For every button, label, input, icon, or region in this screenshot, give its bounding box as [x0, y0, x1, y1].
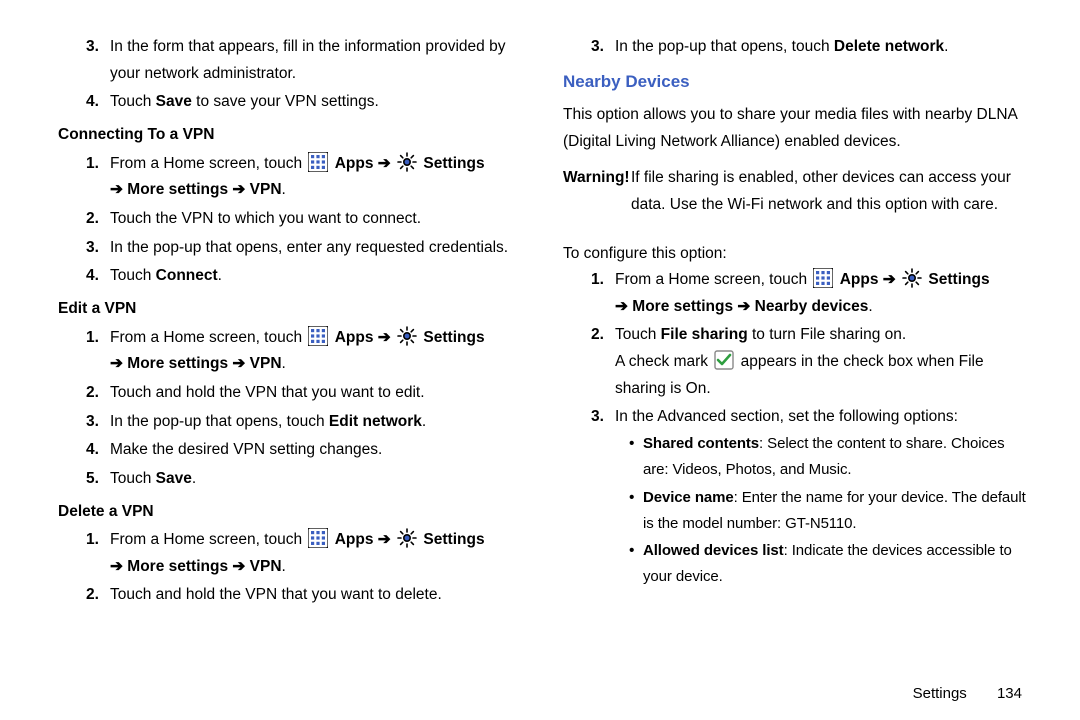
list-item: 1. From a Home screen, touch Apps ➔ Sett…	[58, 527, 525, 580]
bullet-item: • Shared contents: Select the content to…	[615, 431, 1030, 483]
bullet-icon: •	[629, 485, 643, 537]
step-text: In the pop-up that opens, touch Delete n…	[615, 34, 1030, 61]
step-text: Make the desired VPN setting changes.	[110, 437, 525, 464]
list-item: 3. In the form that appears, fill in the…	[58, 34, 525, 87]
apps-icon	[308, 528, 328, 548]
step-number: 5.	[84, 466, 110, 493]
arrow-icon: ➔	[883, 271, 896, 288]
list-item: 3. In the pop-up that opens, touch Edit …	[58, 409, 525, 436]
warning-label: Warning!	[563, 165, 631, 218]
step-number: 2.	[589, 322, 615, 402]
bullet-text: Device name: Enter the name for your dev…	[643, 485, 1030, 537]
gear-icon	[397, 528, 417, 548]
step-text: Touch and hold the VPN that you want to …	[110, 582, 525, 609]
list-item: 2. Touch File sharing to turn File shari…	[563, 322, 1030, 402]
step-number: 4.	[84, 437, 110, 464]
gear-icon	[397, 152, 417, 172]
subheading-delete: Delete a VPN	[58, 499, 525, 526]
step-number: 2.	[84, 582, 110, 609]
list-item: 1. From a Home screen, touch Apps ➔ Sett…	[58, 325, 525, 378]
step-number: 3.	[84, 409, 110, 436]
step-text: Touch Save to save your VPN settings.	[110, 89, 525, 116]
list-item: 4. Touch Connect.	[58, 263, 525, 290]
checkmark-icon	[714, 350, 734, 370]
warning-text: If file sharing is enabled, other device…	[631, 165, 1030, 218]
list-item: 3. In the pop-up that opens, enter any r…	[58, 235, 525, 262]
step-number: 3.	[589, 34, 615, 61]
apps-icon	[813, 268, 833, 288]
step-number: 4.	[84, 263, 110, 290]
step-text: In the pop-up that opens, enter any requ…	[110, 235, 525, 262]
list-item: 4. Touch Save to save your VPN settings.	[58, 89, 525, 116]
step-text: In the form that appears, fill in the in…	[110, 34, 525, 87]
step-number: 3.	[84, 235, 110, 262]
warning-block: Warning! If file sharing is enabled, oth…	[563, 165, 1030, 218]
step-number: 1.	[84, 325, 110, 378]
apps-icon	[308, 326, 328, 346]
list-item: 2. Touch and hold the VPN that you want …	[58, 582, 525, 609]
manual-page: 3. In the form that appears, fill in the…	[0, 0, 1080, 621]
gear-icon	[902, 268, 922, 288]
bullet-item: • Allowed devices list: Indicate the dev…	[615, 538, 1030, 590]
step-text: From a Home screen, touch Apps ➔ Setting…	[615, 267, 1030, 320]
bullet-text: Allowed devices list: Indicate the devic…	[643, 538, 1030, 590]
section-heading-nearby: Nearby Devices	[563, 67, 1030, 96]
list-item: 2. Touch and hold the VPN that you want …	[58, 380, 525, 407]
subheading-connecting: Connecting To a VPN	[58, 122, 525, 149]
list-item: 4. Make the desired VPN setting changes.	[58, 437, 525, 464]
page-footer: Settings 134	[913, 685, 1022, 702]
paragraph: This option allows you to share your med…	[563, 102, 1030, 155]
step-text: From a Home screen, touch Apps ➔ Setting…	[110, 151, 525, 204]
step-number: 4.	[84, 89, 110, 116]
footer-section: Settings	[913, 685, 967, 702]
step-text: In the Advanced section, set the followi…	[615, 404, 1030, 591]
step-text: Touch the VPN to which you want to conne…	[110, 206, 525, 233]
step-text: From a Home screen, touch Apps ➔ Setting…	[110, 325, 525, 378]
paragraph: To configure this option:	[563, 241, 1030, 268]
bullet-icon: •	[629, 538, 643, 590]
step-text: Touch and hold the VPN that you want to …	[110, 380, 525, 407]
bullet-icon: •	[629, 431, 643, 483]
step-number: 1.	[84, 527, 110, 580]
list-item: 3. In the Advanced section, set the foll…	[563, 404, 1030, 591]
list-item: 1. From a Home screen, touch Apps ➔ Sett…	[58, 151, 525, 204]
list-item: 1. From a Home screen, touch Apps ➔ Sett…	[563, 267, 1030, 320]
apps-icon	[308, 152, 328, 172]
step-text: From a Home screen, touch Apps ➔ Setting…	[110, 527, 525, 580]
subheading-edit: Edit a VPN	[58, 296, 525, 323]
step-text: Touch Save.	[110, 466, 525, 493]
arrow-icon: ➔	[378, 155, 391, 172]
step-number: 2.	[84, 380, 110, 407]
left-column: 3. In the form that appears, fill in the…	[58, 34, 525, 611]
arrow-icon: ➔	[378, 531, 391, 548]
bullet-item: • Device name: Enter the name for your d…	[615, 485, 1030, 537]
arrow-icon: ➔	[378, 329, 391, 346]
page-number: 134	[997, 685, 1022, 702]
bullet-text: Shared contents: Select the content to s…	[643, 431, 1030, 483]
step-number: 3.	[589, 404, 615, 591]
step-text: In the pop-up that opens, touch Edit net…	[110, 409, 525, 436]
step-number: 3.	[84, 34, 110, 87]
step-text: Touch File sharing to turn File sharing …	[615, 322, 1030, 402]
step-text: Touch Connect.	[110, 263, 525, 290]
list-item: 3. In the pop-up that opens, touch Delet…	[563, 34, 1030, 61]
step-number: 2.	[84, 206, 110, 233]
step-number: 1.	[589, 267, 615, 320]
list-item: 5. Touch Save.	[58, 466, 525, 493]
step-number: 1.	[84, 151, 110, 204]
gear-icon	[397, 326, 417, 346]
list-item: 2. Touch the VPN to which you want to co…	[58, 206, 525, 233]
right-column: 3. In the pop-up that opens, touch Delet…	[563, 34, 1030, 611]
